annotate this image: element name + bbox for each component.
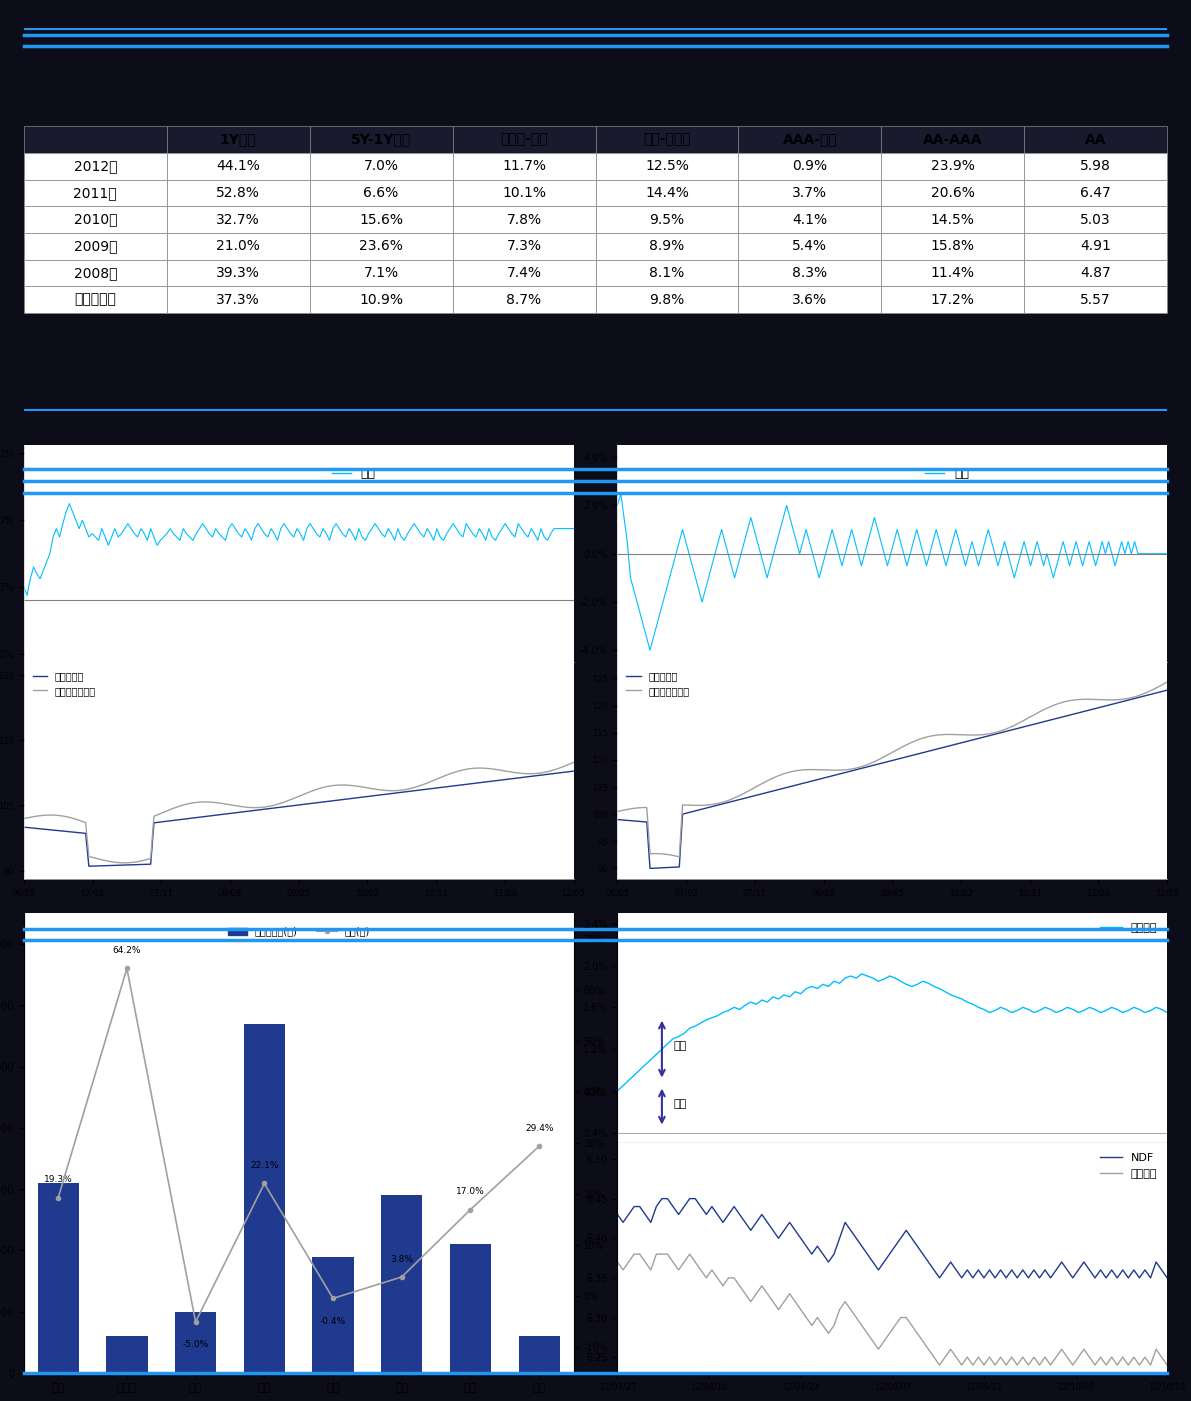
交易所收盘全价 <box>610 803 624 820</box>
银行间估值 <box>818 769 833 786</box>
升贬预期 <box>1137 1005 1152 1021</box>
交易所收盘全价 <box>310 780 324 797</box>
交易所收盘全价 <box>877 748 891 765</box>
即期汇率 <box>1143 1356 1158 1373</box>
Text: 29.4%: 29.4% <box>525 1124 554 1133</box>
即期汇率 <box>610 1254 624 1271</box>
银行间估值 <box>98 857 112 874</box>
银行间估值 <box>610 811 624 828</box>
Text: 贬值: 贬值 <box>673 1041 686 1051</box>
Line: 升贬预期: 升贬预期 <box>617 974 1167 1091</box>
即期汇率 <box>899 1309 913 1325</box>
银行间估值 <box>877 754 891 771</box>
Bar <box>450 1244 491 1373</box>
Bar <box>381 1195 423 1373</box>
升贬预期 <box>1160 1005 1174 1021</box>
即期汇率 <box>1127 1349 1141 1366</box>
Bar <box>38 1182 79 1373</box>
交易所收盘全价 <box>283 792 298 808</box>
银行间估值 <box>225 804 239 821</box>
NDF <box>1127 1261 1141 1278</box>
Legend: NDF, 即期汇率: NDF, 即期汇率 <box>1095 1149 1161 1184</box>
升贬预期 <box>943 986 958 1003</box>
交易所收盘全价 <box>692 797 706 814</box>
升贬预期 <box>738 998 753 1014</box>
交易所收盘全价 <box>903 734 917 751</box>
交易所收盘全价 <box>567 754 581 771</box>
银行间估值 <box>1160 682 1174 699</box>
交易所收盘全价 <box>818 762 833 779</box>
Line: 交易所收盘全价: 交易所收盘全价 <box>617 682 1167 857</box>
Legend: 升贬预期: 升贬预期 <box>1095 919 1161 937</box>
Bar <box>312 1257 354 1373</box>
交易所收盘全价 <box>1160 674 1174 691</box>
即期汇率 <box>722 1269 736 1286</box>
银行间估值 <box>643 860 657 877</box>
交易所收盘全价 <box>287 790 301 807</box>
升贬预期 <box>899 976 913 993</box>
Line: 交易所收盘全价: 交易所收盘全价 <box>24 762 574 863</box>
银行间估值 <box>310 794 324 811</box>
银行间估值 <box>283 797 298 814</box>
即期汇率 <box>949 1349 964 1366</box>
银行间估值 <box>17 818 31 835</box>
银行间估值 <box>880 754 894 771</box>
银行间估值 <box>903 748 917 765</box>
Text: 22.1%: 22.1% <box>250 1161 279 1170</box>
交易所收盘全价 <box>118 855 132 871</box>
Legend: 银行间估值, 交易所收盘全价: 银行间估值, 交易所收盘全价 <box>623 667 693 699</box>
NDF <box>1160 1269 1174 1286</box>
交易所收盘全价 <box>511 765 525 782</box>
交易所收盘全价 <box>880 747 894 764</box>
Bar <box>244 1024 285 1373</box>
即期汇率 <box>626 1245 641 1262</box>
Line: NDF: NDF <box>617 1199 1167 1278</box>
升贬预期 <box>716 1005 730 1021</box>
Line: 即期汇率: 即期汇率 <box>617 1254 1167 1365</box>
交易所收盘全价 <box>672 849 686 866</box>
银行间估值 <box>1105 696 1120 713</box>
升贬预期 <box>610 1083 624 1100</box>
Text: -5.0%: -5.0% <box>182 1341 208 1349</box>
Bar <box>518 1337 560 1373</box>
Legend: 溢价: 溢价 <box>326 462 380 485</box>
Text: 19.3%: 19.3% <box>44 1175 73 1184</box>
Text: 64.2%: 64.2% <box>113 946 142 955</box>
NDF <box>899 1222 913 1238</box>
Legend: 银行间估值, 交易所收盘全价: 银行间估值, 交易所收盘全价 <box>29 667 100 699</box>
交易所收盘全价 <box>95 852 110 869</box>
即期汇率 <box>1160 1356 1174 1373</box>
Line: 银行间估值: 银行间估值 <box>24 771 574 866</box>
银行间估值 <box>511 769 525 786</box>
即期汇率 <box>743 1293 757 1310</box>
交易所收盘全价 <box>17 810 31 827</box>
Text: 3.8%: 3.8% <box>391 1255 413 1264</box>
Text: 17.0%: 17.0% <box>456 1187 485 1196</box>
Text: -0.4%: -0.4% <box>320 1317 347 1325</box>
NDF <box>610 1206 624 1223</box>
即期汇率 <box>933 1356 947 1373</box>
Legend: 溢价: 溢价 <box>921 462 974 485</box>
银行间估值 <box>287 797 301 814</box>
升贬预期 <box>855 965 869 982</box>
NDF <box>743 1222 757 1238</box>
NDF <box>933 1269 947 1286</box>
NDF <box>722 1206 736 1223</box>
银行间估值 <box>567 762 581 779</box>
NDF <box>1143 1269 1158 1286</box>
银行间估值 <box>82 857 96 874</box>
Line: 银行间估值: 银行间估值 <box>617 691 1167 869</box>
Legend: 本周交易量(左), 变动(右): 本周交易量(左), 变动(右) <box>224 923 374 940</box>
交易所收盘全价 <box>225 797 239 814</box>
NDF <box>949 1261 964 1278</box>
升贬预期 <box>1121 1002 1135 1019</box>
银行间估值 <box>692 801 706 818</box>
交易所收盘全价 <box>1105 692 1120 709</box>
Bar <box>175 1311 217 1373</box>
Text: 升值: 升值 <box>673 1098 686 1108</box>
NDF <box>655 1191 669 1208</box>
Bar <box>106 1337 148 1373</box>
